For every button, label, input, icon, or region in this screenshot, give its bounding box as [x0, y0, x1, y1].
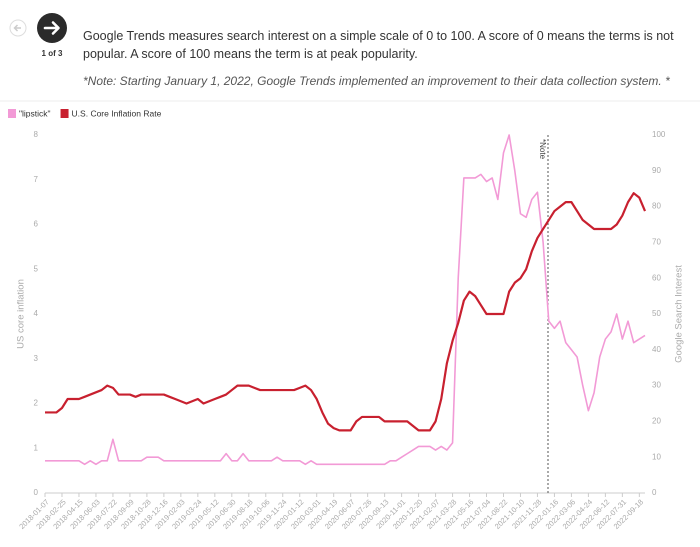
y2-tick-label: 10: [652, 452, 661, 461]
x-tick-label: 2021-11-28: [510, 497, 543, 530]
x-tick-label: 2021-05-16: [442, 497, 475, 530]
y2-tick-label: 60: [652, 273, 661, 282]
y-tick-label: 3: [34, 354, 39, 363]
series-line: [45, 134, 646, 466]
x-tick-label: 2019-05-12: [187, 497, 220, 530]
y-tick-label: 0: [34, 488, 39, 497]
y2-tick-label: 50: [652, 309, 661, 318]
x-tick-label: 2020-11-01: [374, 497, 407, 530]
y-tick-label: 2: [34, 399, 39, 408]
x-tick-label: 2018-09-09: [102, 497, 135, 530]
y2-tick-label: 100: [652, 130, 666, 139]
y2-tick-label: 70: [652, 238, 661, 247]
y-tick-label: 1: [34, 443, 39, 452]
series-line: [45, 192, 647, 432]
x-tick-label: 2022-06-12: [578, 497, 611, 530]
y-tick-label: 7: [34, 175, 39, 184]
next-arrow: [43, 21, 60, 35]
y-tick-label: 5: [34, 264, 39, 273]
x-tick-label: 2019-08-18: [221, 497, 254, 530]
y2-tick-label: 80: [652, 202, 661, 211]
x-tick-label: 2019-02-03: [153, 497, 186, 530]
y2-tick-label: 40: [652, 345, 661, 354]
x-tick-label: 2021-08-22: [476, 497, 509, 530]
y2-axis-label: Google Search Interest: [674, 265, 685, 363]
x-tick-label: 2022-01-16: [527, 497, 560, 530]
y2-tick-label: 30: [652, 381, 661, 390]
y2-tick-label: 20: [652, 417, 661, 426]
x-tick-label: 2020-01-12: [272, 497, 305, 530]
y-tick-label: 8: [34, 130, 39, 139]
description: Google Trends measures search interest o…: [83, 29, 674, 61]
x-tick-label: 2019-06-30: [204, 497, 237, 530]
x-tick-label: 2018-06-03: [68, 497, 101, 530]
x-tick-label: 2021-07-04: [459, 497, 492, 530]
legend-swatch: [8, 109, 16, 118]
y2-tick-label: 0: [652, 488, 657, 497]
y2-tick-label: 90: [652, 166, 661, 175]
x-tick-label: 2020-03-01: [289, 497, 322, 530]
x-tick-label: 2018-04-15: [51, 497, 84, 530]
x-tick-label: 2020-06-07: [323, 497, 356, 530]
x-tick-label: 2021-02-07: [408, 497, 441, 530]
x-tick-label: 2020-09-13: [357, 497, 390, 530]
x-tick-label: 2018-02-25: [34, 497, 67, 530]
x-tick-label: 2020-12-20: [391, 497, 424, 530]
x-tick-label: 2019-10-06: [238, 497, 271, 530]
legend-swatch: [60, 109, 69, 118]
prev-arrow: [13, 24, 21, 32]
x-tick-label: 2021-10-10: [493, 497, 526, 530]
y-tick-label: 6: [34, 220, 39, 229]
x-tick-label: 2022-03-06: [544, 497, 577, 530]
x-tick-label: 2020-07-26: [340, 497, 373, 530]
x-tick-label: 2018-01-07: [17, 497, 50, 530]
x-tick-label: 2018-12-16: [136, 497, 169, 530]
prev-button[interactable]: [9, 19, 27, 37]
x-tick-label: 2022-09-18: [612, 497, 645, 530]
x-tick-label: 2019-11-24: [255, 497, 288, 530]
x-tick-label: 2022-07-31: [595, 497, 628, 530]
note: *Note: Starting January 1, 2022, Google …: [83, 74, 670, 88]
x-tick-label: 2018-10-28: [119, 497, 152, 530]
y-axis-label: US core inflation: [16, 279, 27, 349]
x-tick-label: 2020-04-19: [306, 497, 339, 530]
x-tick-label: 2021-03-28: [425, 497, 458, 530]
x-tick-label: 2019-03-24: [170, 497, 203, 530]
x-tick-label: 2018-07-22: [85, 497, 118, 530]
legend-label: "lipstick": [19, 108, 51, 118]
x-tick-label: 2022-04-24: [561, 497, 594, 530]
pager: 1 of 3: [41, 49, 63, 58]
annotation-label: *Note: [538, 139, 547, 160]
legend-label: U.S. Core Inflation Rate: [72, 108, 162, 118]
y-tick-label: 4: [34, 309, 39, 318]
